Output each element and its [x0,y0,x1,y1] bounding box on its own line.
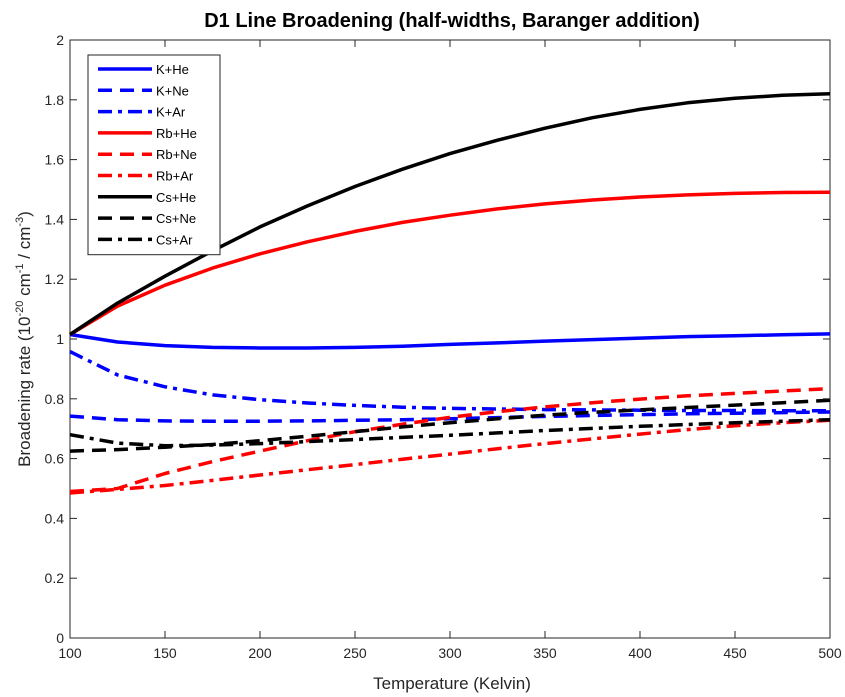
y-tick-label: 1.8 [45,92,65,108]
x-tick-label: 450 [723,645,747,661]
series-line-cs-he [69,92,831,336]
y-axis-label-mid: cm [15,273,34,300]
y-tick-label: 1.4 [45,211,65,227]
x-tick-label: 350 [533,645,557,661]
y-tick-label: 1.6 [45,152,65,168]
series-line-cs-ar [69,417,831,448]
ticks-group: 100 150 200 250 300 350 400 450 500 0 0.2 0.4 0.6 0.8… [45,32,842,661]
series-line-rb-ar [69,418,831,495]
y-tick-label: 0.2 [45,570,65,586]
legend-label: K+Ne [156,83,189,98]
x-tick-label: 250 [343,645,367,661]
y-axis-label-exp1: -20 [14,301,26,317]
y-axis-label-base: Broadening rate (10 [15,317,34,467]
series-line-rb-he [69,190,831,337]
x-tick-label: 500 [818,645,842,661]
legend-label: Rb+Ne [156,147,197,162]
legend-label: Cs+Ar [156,232,193,247]
y-tick-label: 0.8 [45,391,65,407]
y-tick-label: 1 [56,331,64,347]
y-tick-label: 0.6 [45,451,65,467]
series-line-cs-ne [69,398,831,453]
series-line-rb-ne [69,386,831,494]
x-tick-label: 200 [248,645,272,661]
legend-label: Cs+Ne [156,211,196,226]
y-tick-label: 1.2 [45,271,65,287]
x-tick-label: 400 [628,645,652,661]
legend-label: K+Ar [156,105,186,120]
y-axis-label-exp2: -1 [14,263,26,273]
legend-label: Rb+He [156,126,197,141]
y-axis-label-exp3: -3 [14,217,26,227]
legend: K+He K+Ne K+Ar Rb+He Rb+Ne Rb+Ar Cs+He Cs+Ne Cs+… [87,54,221,256]
y-tick-label: 0.4 [45,510,65,526]
series-line-k-ar [69,350,830,413]
legend-label: Rb+Ar [156,169,194,184]
y-axis-label-mid2: / cm [15,227,34,264]
series-group [69,92,831,495]
x-tick-label: 300 [438,645,462,661]
x-tick-label: 150 [153,645,177,661]
y-axis-label: Broadening rate (10-20 cm-1 / cm-3) [14,211,34,467]
x-axis-label: Temperature (Kelvin) [373,674,531,693]
legend-label: K+He [156,62,189,77]
x-tick-label: 100 [58,645,82,661]
y-tick-label: 0 [56,630,64,646]
series-line-k-he [69,332,831,350]
chart-title: D1 Line Broadening (half-widths, Barange… [204,10,700,32]
legend-label: Cs+He [156,190,196,205]
y-axis-label-end: ) [15,211,34,217]
y-tick-label: 2 [56,32,64,48]
